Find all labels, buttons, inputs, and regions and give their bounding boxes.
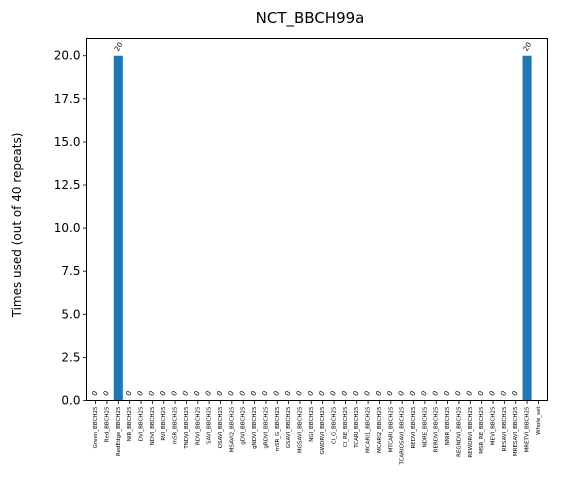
value-label-NNIR_BBCH25: 0 <box>442 390 451 398</box>
x-tick-label-RedEdge_BBCH25: RedEdge_BBCH25 <box>116 406 122 456</box>
value-label-NDRE_BBCH25: 0 <box>420 390 429 398</box>
value-label-NGI_BBCH25: 0 <box>306 390 315 398</box>
x-tick-label-RDVI_BBCH25: RDVI_BBCH25 <box>195 406 201 445</box>
x-tick-label-Whole_set: Whole_set <box>536 406 542 435</box>
value-label-NDVI_BBCH25: 0 <box>147 390 156 398</box>
bar-RedEdge_BBCH25 <box>113 55 123 401</box>
x-tick-label-MRETVI_BBCH25: MRETVI_BBCH25 <box>525 406 531 452</box>
value-label-REWDRVI_BBCH25: 0 <box>465 390 474 398</box>
value-label-RESAVI_BBCH25: 0 <box>499 390 508 398</box>
value-label-GWDRVI_BBCH25: 0 <box>317 390 326 398</box>
value-label-MCARI2_BBCH25: 0 <box>374 390 383 398</box>
x-tick-label-RERDVI_BBCH25: RERDVI_BBCH25 <box>434 406 440 452</box>
y-tick-label: 2.5 <box>61 350 80 364</box>
x-tick-label-OSAVI_BBCH25: OSAVI_BBCH25 <box>218 406 224 448</box>
x-tick-label-MGSAVI_BBCH25: MGSAVI_BBCH25 <box>297 406 303 453</box>
x-tick-label-NDRE_BBCH25: NDRE_BBCH25 <box>422 406 428 447</box>
x-axis: Green_BBCH25 Red_BBCH25 RedEdge_BBCH25 NIR_… <box>93 400 542 465</box>
value-label-TCARI_BBCH25: 0 <box>352 390 361 398</box>
x-tick-label-REGNDVI_BBCH25: REGNDVI_BBCH25 <box>456 406 462 457</box>
y-tick-label: 5.0 <box>61 307 80 321</box>
x-tick-label-TNDVI_BBCH25: TNDVI_BBCH25 <box>184 406 190 450</box>
x-tick-label-CI_RE_BBCH25: CI_RE_BBCH25 <box>343 406 349 447</box>
x-tick-label-MCARI1_BBCH25: MCARI1_BBCH25 <box>366 406 372 453</box>
chart-title: NCT_BBCH99a <box>256 9 365 28</box>
x-tick-label-REDVI_BBCH25: REDVI_BBCH25 <box>411 406 417 448</box>
value-label-gRDVI_BBCH25: 0 <box>261 390 270 398</box>
value-label-MCARI1_BBCH25: 0 <box>363 390 372 398</box>
y-tick-label: 20.0 <box>54 49 81 63</box>
value-label-MTCARI_BBCH25: 0 <box>386 390 395 398</box>
x-tick-label-REWDRVI_BBCH25: REWDRVI_BBCH25 <box>468 406 474 458</box>
y-tick-label: 12.5 <box>54 178 81 192</box>
x-tick-label-MRESAVI_BBCH25: MRESAVI_BBCH25 <box>513 406 519 456</box>
value-label-mSR_G_BBCH25: 0 <box>272 390 281 398</box>
x-tick-label-NNIR_BBCH25: NNIR_BBCH25 <box>445 406 451 445</box>
x-tick-label-MEVI_BBCH25: MEVI_BBCH25 <box>491 406 497 445</box>
x-tick-label-DVI_BBCH25: DVI_BBCH25 <box>139 406 145 441</box>
y-tick-label: 17.5 <box>54 92 81 106</box>
y-axis: 0.0 2.5 5.0 7.5 10.0 12.5 15.0 17.5 20.0 <box>54 49 87 408</box>
x-tick-label-CI_G_BBCH25: CI_G_BBCH25 <box>332 406 338 444</box>
bars-group <box>113 55 532 401</box>
value-label-SAVI_BBCH25: 0 <box>204 390 213 398</box>
value-label-CI_G_BBCH25: 0 <box>329 390 338 398</box>
y-tick-label: 0.0 <box>61 394 80 408</box>
value-label-REDVI_BBCH25: 0 <box>408 390 417 398</box>
value-label-gDVI_BBCH25: 0 <box>238 390 247 398</box>
value-label-RVI_BBCH25: 0 <box>159 390 168 398</box>
y-axis-label: Times used (out of 40 repeats) <box>10 133 24 319</box>
y-tick-label: 10.0 <box>54 221 81 235</box>
value-label-gNDVI_BBCH25: 0 <box>249 390 258 398</box>
x-tick-label-MSAVI2_BBCH25: MSAVI2_BBCH25 <box>229 406 235 452</box>
value-label-MGSAVI_BBCH25: 0 <box>295 390 304 398</box>
x-tick-label-mSR_G_BBCH25: mSR_G_BBCH25 <box>275 406 281 451</box>
value-label-MSR_RE_BBCH25: 0 <box>476 390 485 398</box>
value-label-Red_BBCH25: 0 <box>102 390 111 398</box>
value-label-MRESAVI_BBCH25: 0 <box>511 390 520 398</box>
x-tick-label-SAVI_BBCH25: SAVI_BBCH25 <box>207 406 213 444</box>
x-tick-label-NGI_BBCH25: NGI_BBCH25 <box>309 406 315 442</box>
x-tick-label-TCARIOSAVI_BBCH25: TCARIOSAVI_BBCH25 <box>400 406 406 465</box>
value-label-Green_BBCH25: 0 <box>90 390 99 398</box>
x-tick-label-gNDVI_BBCH25: gNDVI_BBCH25 <box>252 406 258 449</box>
value-label-MRETVI_BBCH25: 20 <box>522 41 533 53</box>
value-label-TNDVI_BBCH25: 0 <box>181 390 190 398</box>
value-label-DVI_BBCH25: 0 <box>136 390 145 398</box>
value-label-MEVI_BBCH25: 0 <box>488 390 497 398</box>
value-label-TCARIOSAVI_BBCH25: 0 <box>397 390 406 398</box>
x-tick-label-NIR_BBCH25: NIR_BBCH25 <box>127 406 133 441</box>
x-tick-label-MTCARI_BBCH25: MTCARI_BBCH25 <box>388 406 394 453</box>
x-tick-label-Green_BBCH25: Green_BBCH25 <box>93 406 99 448</box>
x-tick-label-gDVI_BBCH25: gDVI_BBCH25 <box>241 406 247 445</box>
x-tick-label-gRDVI_BBCH25: gRDVI_BBCH25 <box>263 406 269 449</box>
x-tick-label-NDVI_BBCH25: NDVI_BBCH25 <box>150 406 156 445</box>
plot-frame <box>86 38 548 401</box>
value-label-mSR_BBCH25: 0 <box>170 390 179 398</box>
value-label-GSAVI_BBCH25: 0 <box>283 390 292 398</box>
bar-MRETVI_BBCH25 <box>522 55 532 401</box>
x-tick-label-GWDRVI_BBCH25: GWDRVI_BBCH25 <box>320 406 326 455</box>
value-label-CI_RE_BBCH25: 0 <box>340 390 349 398</box>
x-tick-label-mSR_BBCH25: mSR_BBCH25 <box>173 406 179 444</box>
value-label-RERDVI_BBCH25: 0 <box>431 390 440 398</box>
y-tick-label: 15.0 <box>54 135 81 149</box>
x-tick-label-MSR_RE_BBCH25: MSR_RE_BBCH25 <box>479 406 485 454</box>
value-label-RedEdge_BBCH25: 20 <box>113 41 124 53</box>
x-tick-label-GSAVI_BBCH25: GSAVI_BBCH25 <box>286 406 292 448</box>
x-tick-label-Red_BBCH25: Red_BBCH25 <box>104 406 110 442</box>
value-label-MSAVI2_BBCH25: 0 <box>227 390 236 398</box>
x-tick-label-MCARI2_BBCH25: MCARI2_BBCH25 <box>377 406 383 453</box>
value-label-NIR_BBCH25: 0 <box>124 390 133 398</box>
value-label-OSAVI_BBCH25: 0 <box>215 390 224 398</box>
value-label-RDVI_BBCH25: 0 <box>193 390 202 398</box>
value-label-REGNDVI_BBCH25: 0 <box>454 390 463 398</box>
x-tick-label-RESAVI_BBCH25: RESAVI_BBCH25 <box>502 406 508 451</box>
x-tick-label-TCARI_BBCH25: TCARI_BBCH25 <box>354 406 360 449</box>
y-tick-label: 7.5 <box>61 264 80 278</box>
x-tick-label-RVI_BBCH25: RVI_BBCH25 <box>161 406 167 441</box>
